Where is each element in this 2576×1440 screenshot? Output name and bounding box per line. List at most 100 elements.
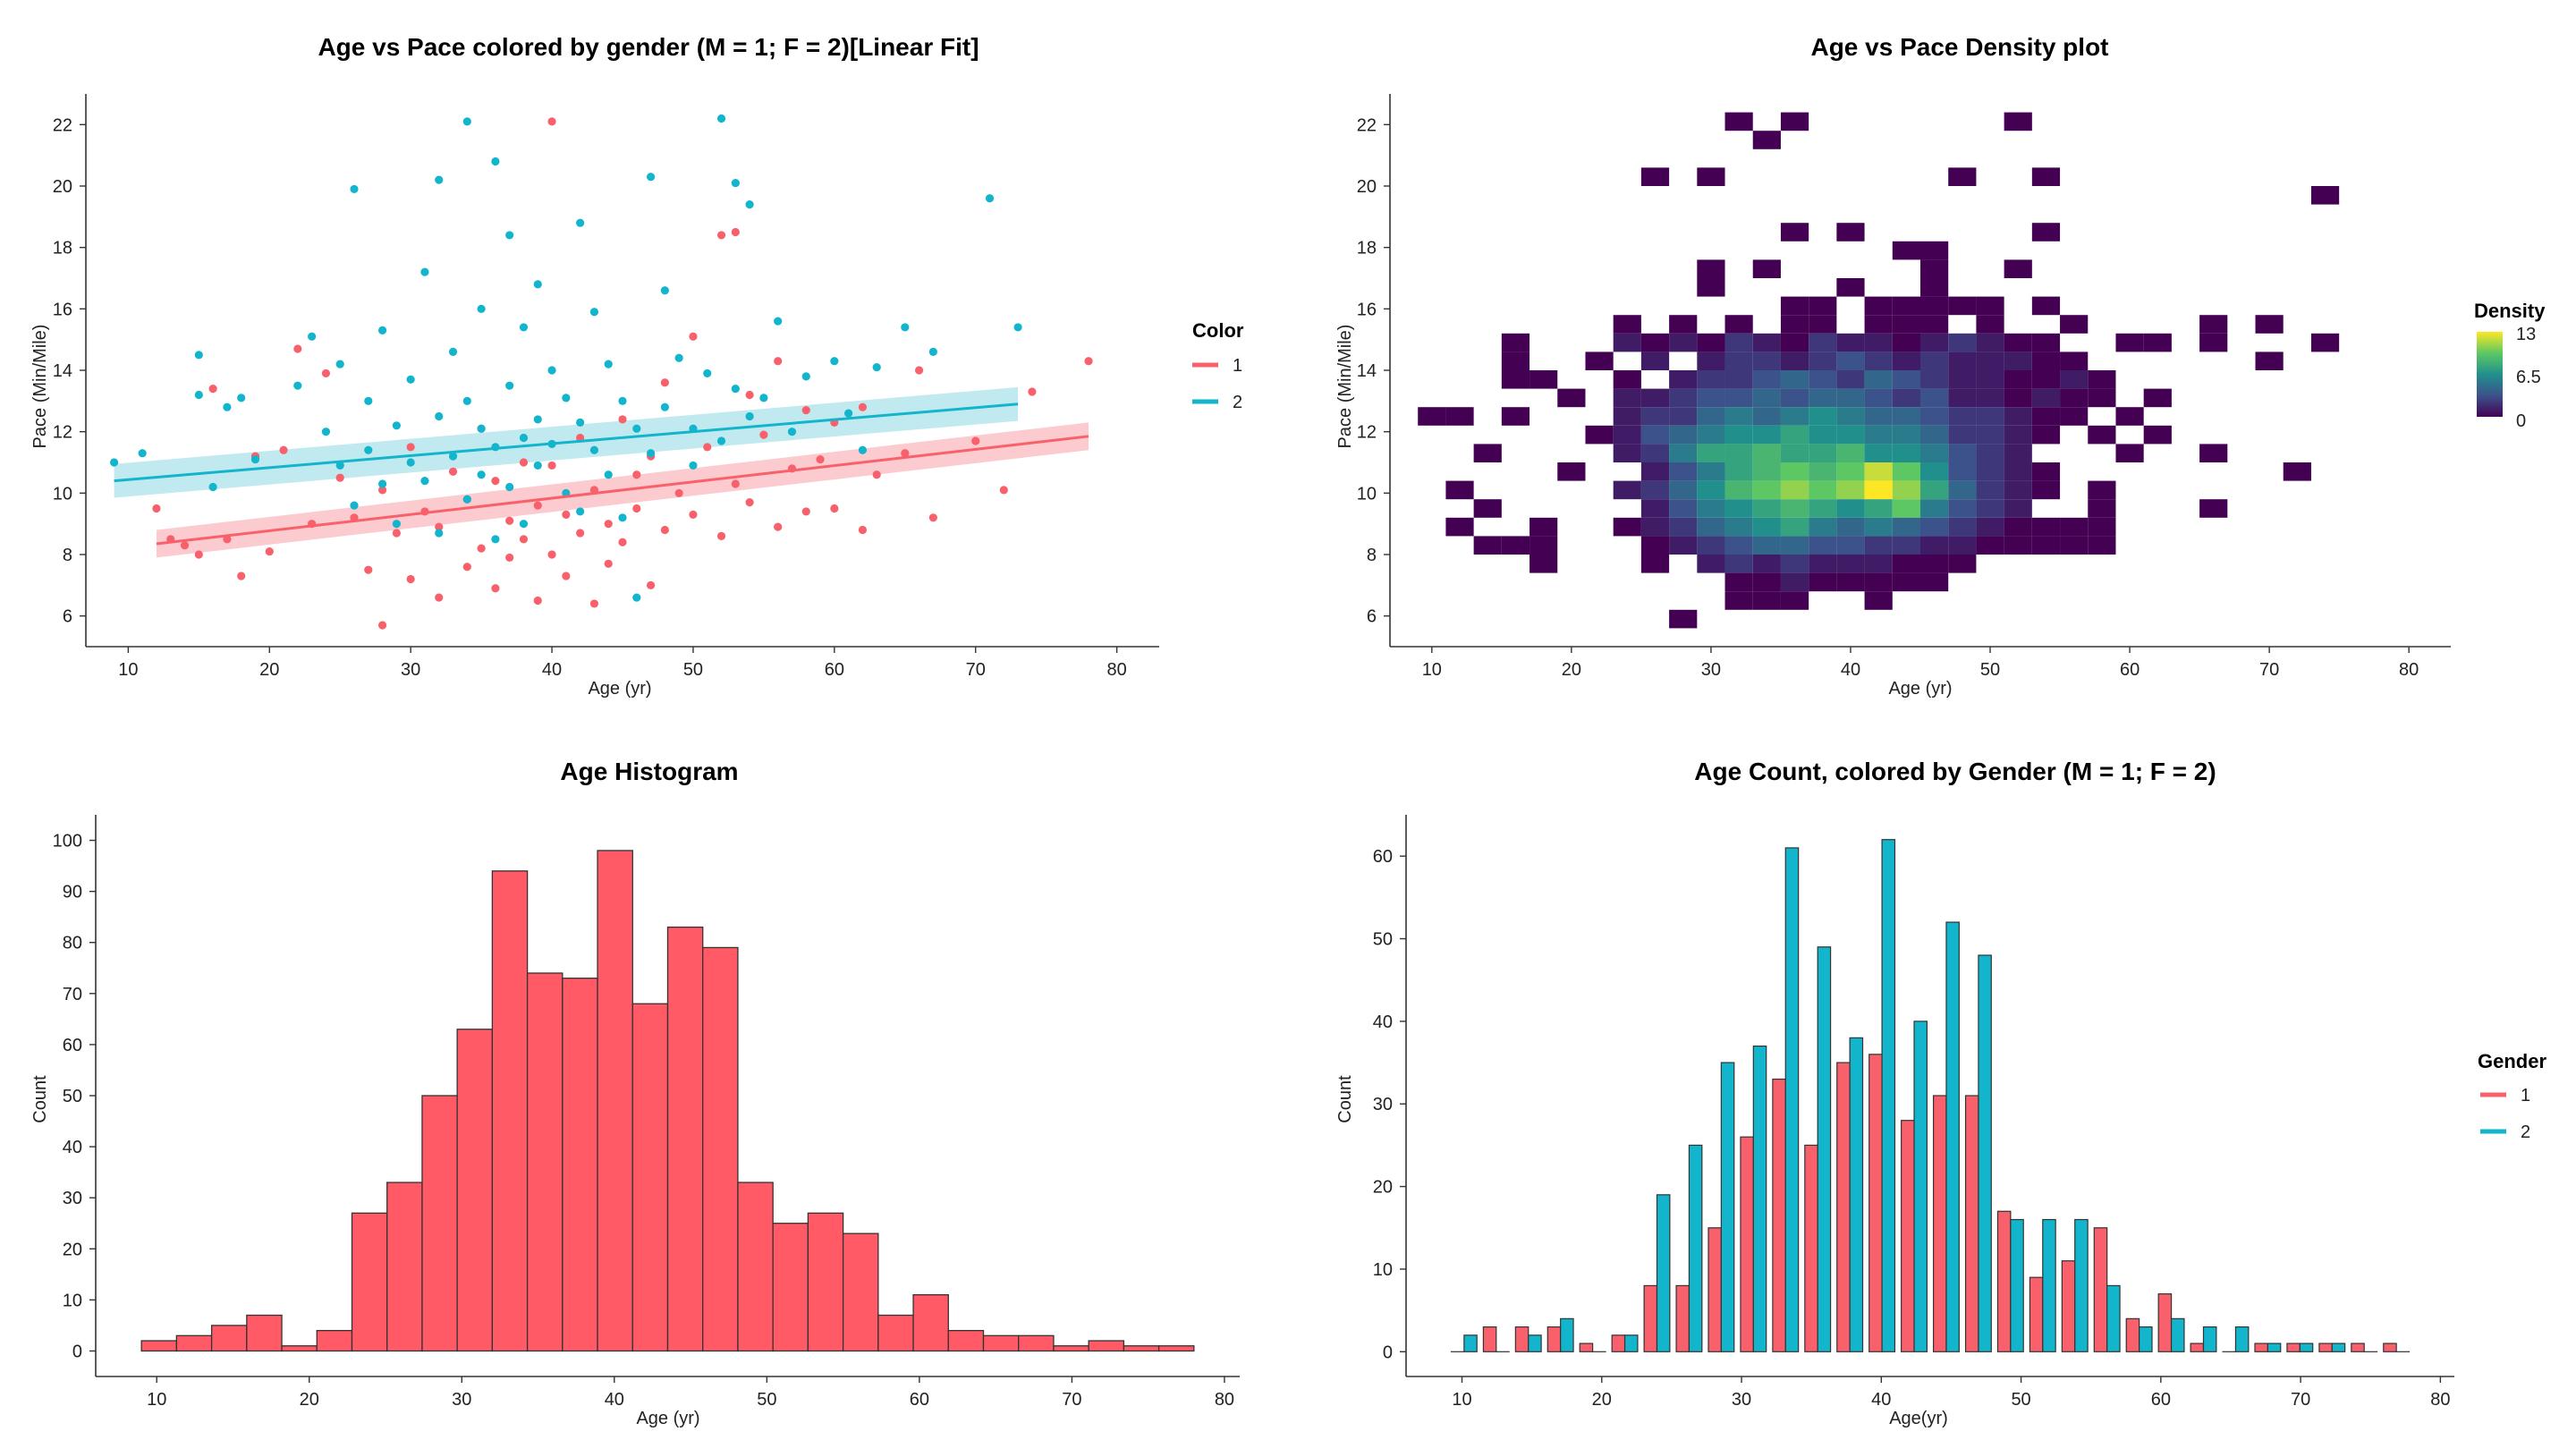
density-cell [1780, 591, 1809, 610]
scatter-point-1 [660, 525, 669, 535]
density-cell [1613, 333, 1641, 352]
density-cell [1864, 315, 1893, 334]
density-cell [1613, 370, 1641, 389]
histogram-bar [702, 946, 739, 1352]
density-cell [1445, 480, 1474, 500]
scatter-y-tick-label: 16 [53, 300, 72, 319]
scatter-point-2 [632, 593, 641, 602]
scatter-point-2 [801, 372, 810, 381]
density-cell [2004, 480, 2032, 500]
scatter-point-2 [377, 479, 387, 488]
scatter-point-1 [237, 572, 246, 580]
scatter-point-1 [632, 470, 641, 479]
scatter-x-tick-label: 50 [683, 660, 703, 680]
density-y-tick-label: 18 [1357, 239, 1377, 258]
density-cell [1724, 572, 1753, 592]
density-cell [1920, 388, 1949, 408]
scatter-point-2 [350, 184, 359, 194]
density-cell [1976, 352, 2004, 370]
scatter-point-1 [462, 563, 471, 572]
density-cell [1640, 352, 1670, 370]
scatter-point-1 [604, 520, 613, 529]
density-cell [1613, 425, 1641, 445]
density-plot-area: 10 20 30 40 50 60 70 80 6 8 10 12 14 16 18 20 22 [1357, 94, 2451, 680]
scatter-point-2 [646, 173, 656, 182]
gender-bar-1 [1740, 1136, 1754, 1352]
density-cell [1724, 425, 1753, 445]
scatter-point-2 [604, 470, 613, 479]
scatter-point-1 [406, 443, 415, 452]
scatter-point-2 [491, 535, 500, 544]
scatter-point-2 [533, 280, 542, 289]
density-legend-title: Density [2474, 300, 2546, 322]
density-cell [1920, 352, 1949, 370]
density-cell [1752, 536, 1781, 555]
density-cell [1920, 296, 1949, 316]
density-cell [1669, 315, 1698, 334]
density-cell [1669, 499, 1698, 518]
scatter-point-1 [689, 510, 698, 519]
density-cell [1920, 370, 1949, 389]
scatter-point-2 [519, 520, 529, 529]
density-x-tick-label: 20 [1562, 660, 1581, 680]
gender-bar-2 [2202, 1326, 2217, 1352]
density-cell [1864, 499, 1893, 518]
gender-count-chart: Age Count, colored by Gender (M = 1; F =… [1335, 758, 2546, 1428]
scatter-point-2 [335, 461, 344, 470]
scatter-point-1 [646, 580, 656, 589]
density-cell [2088, 536, 2116, 555]
scatter-point-1 [928, 513, 937, 522]
gender-bar-1 [1482, 1326, 1497, 1352]
density-cell [1809, 444, 1837, 462]
density-cell [1501, 333, 1530, 352]
density-cell [1836, 555, 1865, 573]
histogram-y-tick-label: 100 [53, 832, 82, 851]
density-y-tick-label: 12 [1357, 423, 1377, 443]
density-cell [1948, 536, 1977, 555]
gender-bar-2 [2299, 1343, 2314, 1352]
density-cell [1920, 462, 1949, 481]
histogram-x-tick-label: 80 [1215, 1390, 1234, 1410]
scatter-point-1 [703, 443, 712, 452]
density-cell [1640, 480, 1670, 500]
histogram-x-tick-label: 30 [452, 1390, 471, 1410]
gender-bar-2 [1688, 1144, 1703, 1352]
scatter-point-2 [505, 482, 514, 492]
gender-count-y-tick-label: 0 [1383, 1343, 1393, 1362]
density-cell [1892, 480, 1920, 500]
density-cell [1864, 352, 1893, 370]
density-y-tick-label: 22 [1357, 115, 1377, 135]
histogram-xlabel: Age (yr) [636, 1409, 699, 1428]
scatter-point-2 [731, 385, 740, 394]
density-cell [1920, 278, 1949, 297]
scatter-point-1 [914, 366, 924, 375]
density-cell [1669, 609, 1698, 629]
density-cell [1920, 333, 1949, 352]
scatter-point-2 [435, 529, 444, 538]
scatter-point-1 [674, 488, 683, 497]
scatter-point-2 [406, 375, 415, 384]
density-cell [1697, 259, 1725, 278]
gender-bar-1 [2383, 1343, 2397, 1352]
density-cell [1530, 517, 1558, 537]
scatter-point-1 [774, 357, 783, 366]
gender-bar-2 [1656, 1194, 1671, 1352]
density-cell [1669, 407, 1698, 426]
density-cell [1613, 315, 1641, 334]
density-cell [1613, 388, 1641, 408]
histogram-bar [1088, 1340, 1125, 1352]
density-cell [1948, 425, 1977, 445]
scatter-point-1 [816, 454, 825, 464]
gender-legend-label-1: 1 [2521, 1086, 2530, 1105]
density-cell [1697, 444, 1725, 462]
scatter-point-1 [477, 544, 486, 553]
scatter-point-2 [830, 357, 839, 366]
scatter-point-2 [618, 513, 627, 522]
gender-bar-2 [1849, 1037, 1864, 1352]
density-cell [1780, 444, 1809, 462]
density-cell [1780, 388, 1809, 408]
density-cell [1976, 333, 2004, 352]
density-cell [1752, 555, 1781, 573]
density-cell [1669, 480, 1698, 500]
density-cell [1948, 388, 1977, 408]
